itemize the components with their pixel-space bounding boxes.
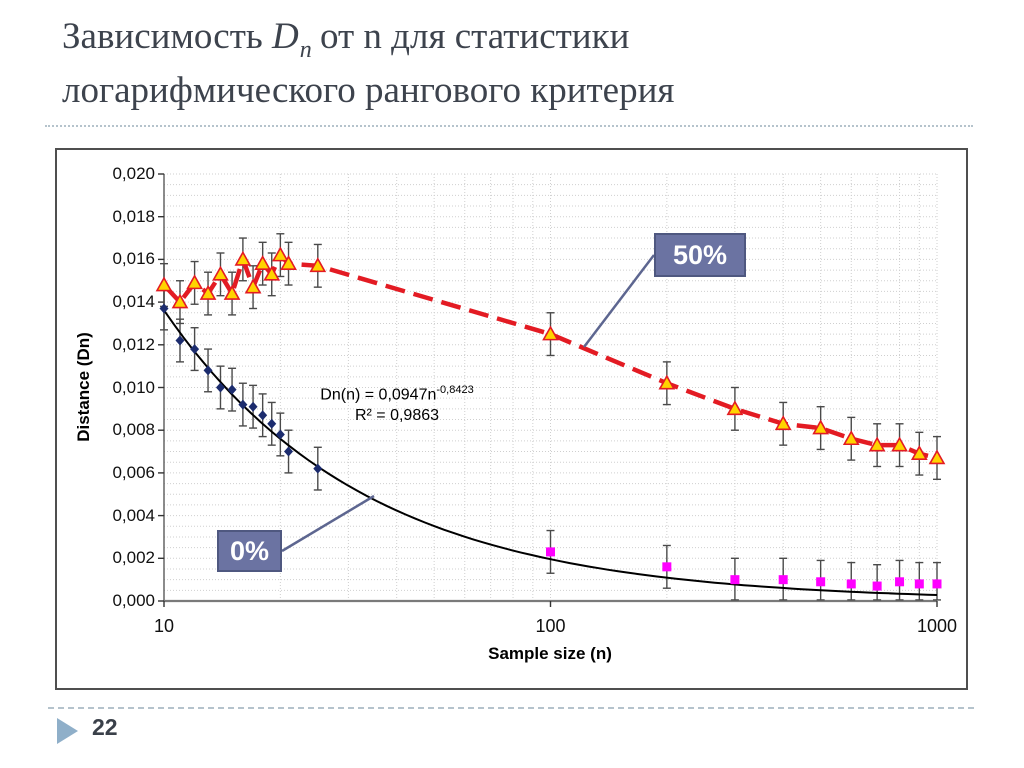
footer-divider — [48, 707, 974, 709]
chart-frame: 0,000 0,002 0,004 0,006 0,008 0,010 0,012 0,014… — [55, 148, 968, 690]
title-variable-subscript: n — [299, 37, 312, 63]
y-tick-label: 0,016 — [112, 249, 155, 269]
x-tick-label: 10 — [153, 616, 175, 636]
plot-area — [155, 173, 946, 607]
x-tick-label: 100 — [535, 616, 566, 636]
equation-exponent: -0,8423 — [436, 384, 474, 396]
y-tick-label: 0,018 — [112, 206, 155, 226]
trendline-equation: Dn(n) = 0,0947n-0,8423 R² = 0,9863 — [247, 380, 547, 426]
y-tick-label: 0,000 — [112, 591, 155, 610]
y-tick-label: 0,006 — [112, 462, 155, 482]
y-tick-label: 0,002 — [112, 548, 155, 568]
y-tick-label: 0,012 — [112, 334, 155, 354]
footer-bullet-icon — [57, 718, 78, 744]
equation-line: Dn(n) = 0,0947n-0,8423 — [320, 384, 474, 404]
y-tick-label: 0,004 — [112, 505, 155, 525]
x-axis-title: Sample size (n) — [488, 644, 612, 663]
y-tick-label: 0,020 — [112, 164, 155, 183]
title-divider — [45, 125, 973, 127]
y-tick-label: 0,008 — [112, 420, 155, 440]
slide-title: Зависимость Dn от n для статистики логар… — [62, 12, 674, 115]
x-tick-label: 1000 — [916, 616, 958, 636]
title-line-1: Зависимость Dn от n для статистики — [62, 16, 630, 63]
title-line-2: логарифмического рангового критерия — [62, 70, 675, 111]
callout-50-percent: 50% — [654, 233, 746, 277]
r-squared-label: R² = 0,9863 — [354, 407, 440, 425]
title-variable: D — [272, 16, 299, 57]
callout-0-percent: 0% — [217, 530, 282, 572]
page-number: 22 — [92, 714, 118, 740]
y-axis-title: Distance (Dn) — [74, 332, 93, 442]
y-tick-label: 0,014 — [112, 292, 155, 312]
y-tick-label: 0,010 — [112, 377, 155, 397]
